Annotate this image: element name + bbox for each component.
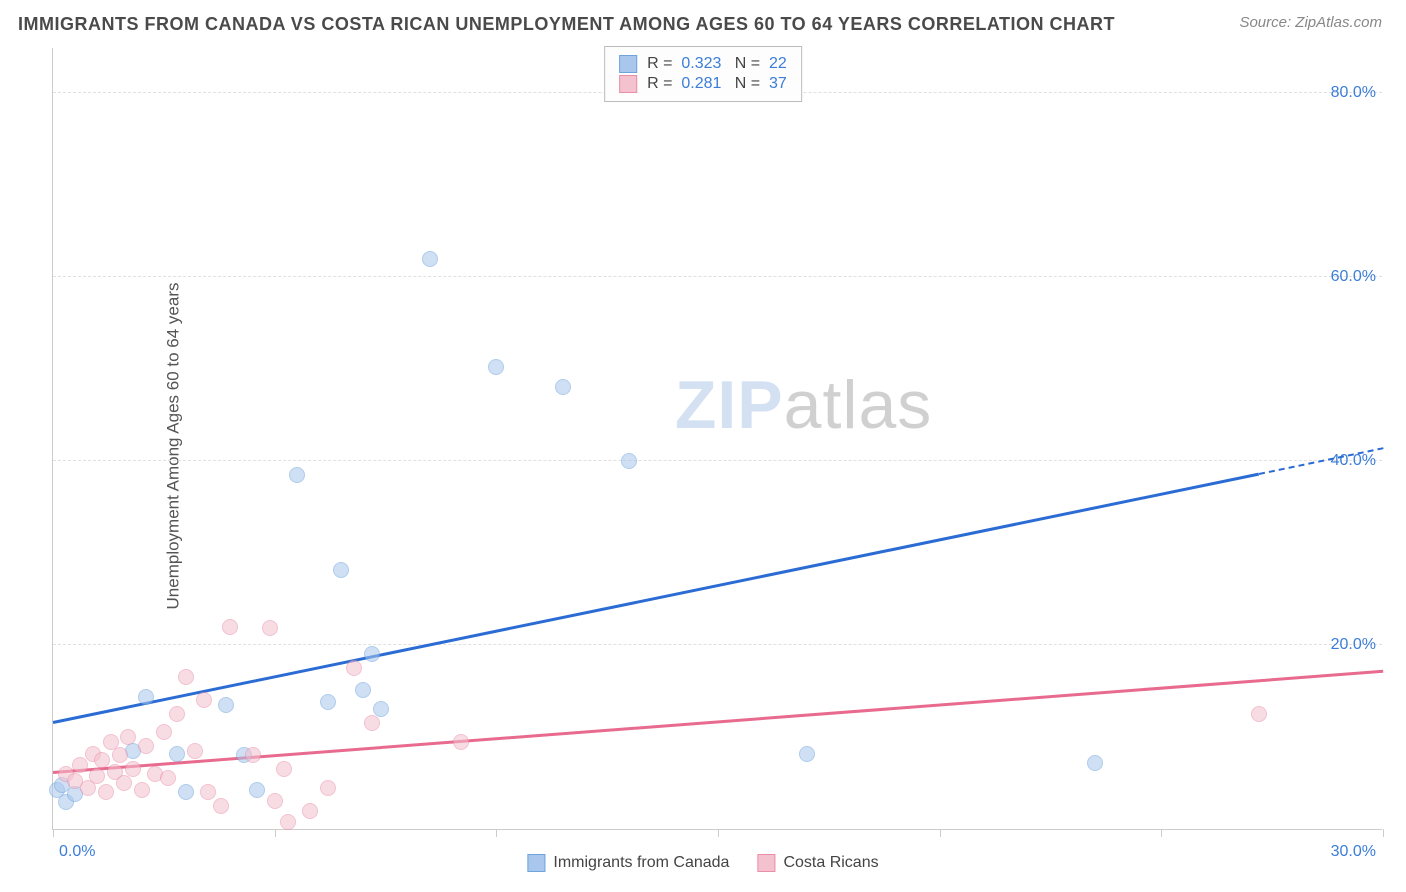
data-point: [276, 761, 292, 777]
data-point: [138, 738, 154, 754]
data-point: [346, 660, 362, 676]
gridline: [53, 644, 1382, 645]
legend-swatch: [619, 75, 637, 93]
legend-item: Costa Ricans: [757, 854, 878, 872]
x-tick: [53, 829, 54, 837]
data-point: [178, 669, 194, 685]
data-point: [98, 784, 114, 800]
data-point: [160, 770, 176, 786]
data-point: [453, 734, 469, 750]
data-point: [262, 620, 278, 636]
data-point: [488, 359, 504, 375]
data-point: [196, 692, 212, 708]
x-tick: [718, 829, 719, 837]
y-tick-label: 20.0%: [1331, 636, 1376, 654]
data-point: [333, 562, 349, 578]
data-point: [116, 775, 132, 791]
data-point: [138, 689, 154, 705]
data-point: [355, 682, 371, 698]
data-point: [302, 803, 318, 819]
x-tick: [1161, 829, 1162, 837]
data-point: [134, 782, 150, 798]
legend-r-label: R = 0.281 N = 37: [647, 75, 787, 93]
gridline: [53, 276, 1382, 277]
trend-line: [53, 472, 1259, 723]
y-tick-label: 80.0%: [1331, 84, 1376, 102]
chart-title: IMMIGRANTS FROM CANADA VS COSTA RICAN UN…: [18, 14, 1115, 35]
scatter-plot-area: 20.0%40.0%60.0%80.0%0.0%30.0%: [52, 48, 1382, 830]
x-tick: [496, 829, 497, 837]
data-point: [320, 780, 336, 796]
data-point: [200, 784, 216, 800]
legend-series-name: Costa Ricans: [783, 854, 878, 872]
data-point: [245, 747, 261, 763]
data-point: [1087, 755, 1103, 771]
legend-item: Immigrants from Canada: [527, 854, 729, 872]
data-point: [94, 752, 110, 768]
data-point: [555, 379, 571, 395]
data-point: [218, 697, 234, 713]
legend-swatch: [527, 854, 545, 872]
legend-row: R = 0.281 N = 37: [619, 75, 787, 93]
legend-swatch: [619, 55, 637, 73]
data-point: [1251, 706, 1267, 722]
x-max-label: 30.0%: [1331, 843, 1376, 861]
data-point: [169, 746, 185, 762]
x-tick: [275, 829, 276, 837]
data-point: [280, 814, 296, 830]
data-point: [178, 784, 194, 800]
data-point: [89, 768, 105, 784]
y-tick-label: 60.0%: [1331, 268, 1376, 286]
legend-swatch: [757, 854, 775, 872]
data-point: [249, 782, 265, 798]
data-point: [320, 694, 336, 710]
data-point: [799, 746, 815, 762]
x-origin-label: 0.0%: [59, 843, 95, 861]
data-point: [289, 467, 305, 483]
data-point: [72, 757, 88, 773]
legend-row: R = 0.323 N = 22: [619, 55, 787, 73]
data-point: [267, 793, 283, 809]
data-point: [364, 715, 380, 731]
x-tick: [940, 829, 941, 837]
data-point: [213, 798, 229, 814]
data-point: [422, 251, 438, 267]
data-point: [187, 743, 203, 759]
legend-series-name: Immigrants from Canada: [553, 854, 729, 872]
data-point: [125, 761, 141, 777]
x-tick: [1383, 829, 1384, 837]
legend-r-label: R = 0.323 N = 22: [647, 55, 787, 73]
source-attribution: Source: ZipAtlas.com: [1239, 14, 1382, 31]
data-point: [112, 747, 128, 763]
data-point: [169, 706, 185, 722]
data-point: [156, 724, 172, 740]
data-point: [120, 729, 136, 745]
data-point: [222, 619, 238, 635]
gridline: [53, 460, 1382, 461]
correlation-legend: R = 0.323 N = 22 R = 0.281 N = 37: [604, 46, 802, 102]
data-point: [621, 453, 637, 469]
series-legend: Immigrants from Canada Costa Ricans: [527, 854, 878, 872]
data-point: [364, 646, 380, 662]
